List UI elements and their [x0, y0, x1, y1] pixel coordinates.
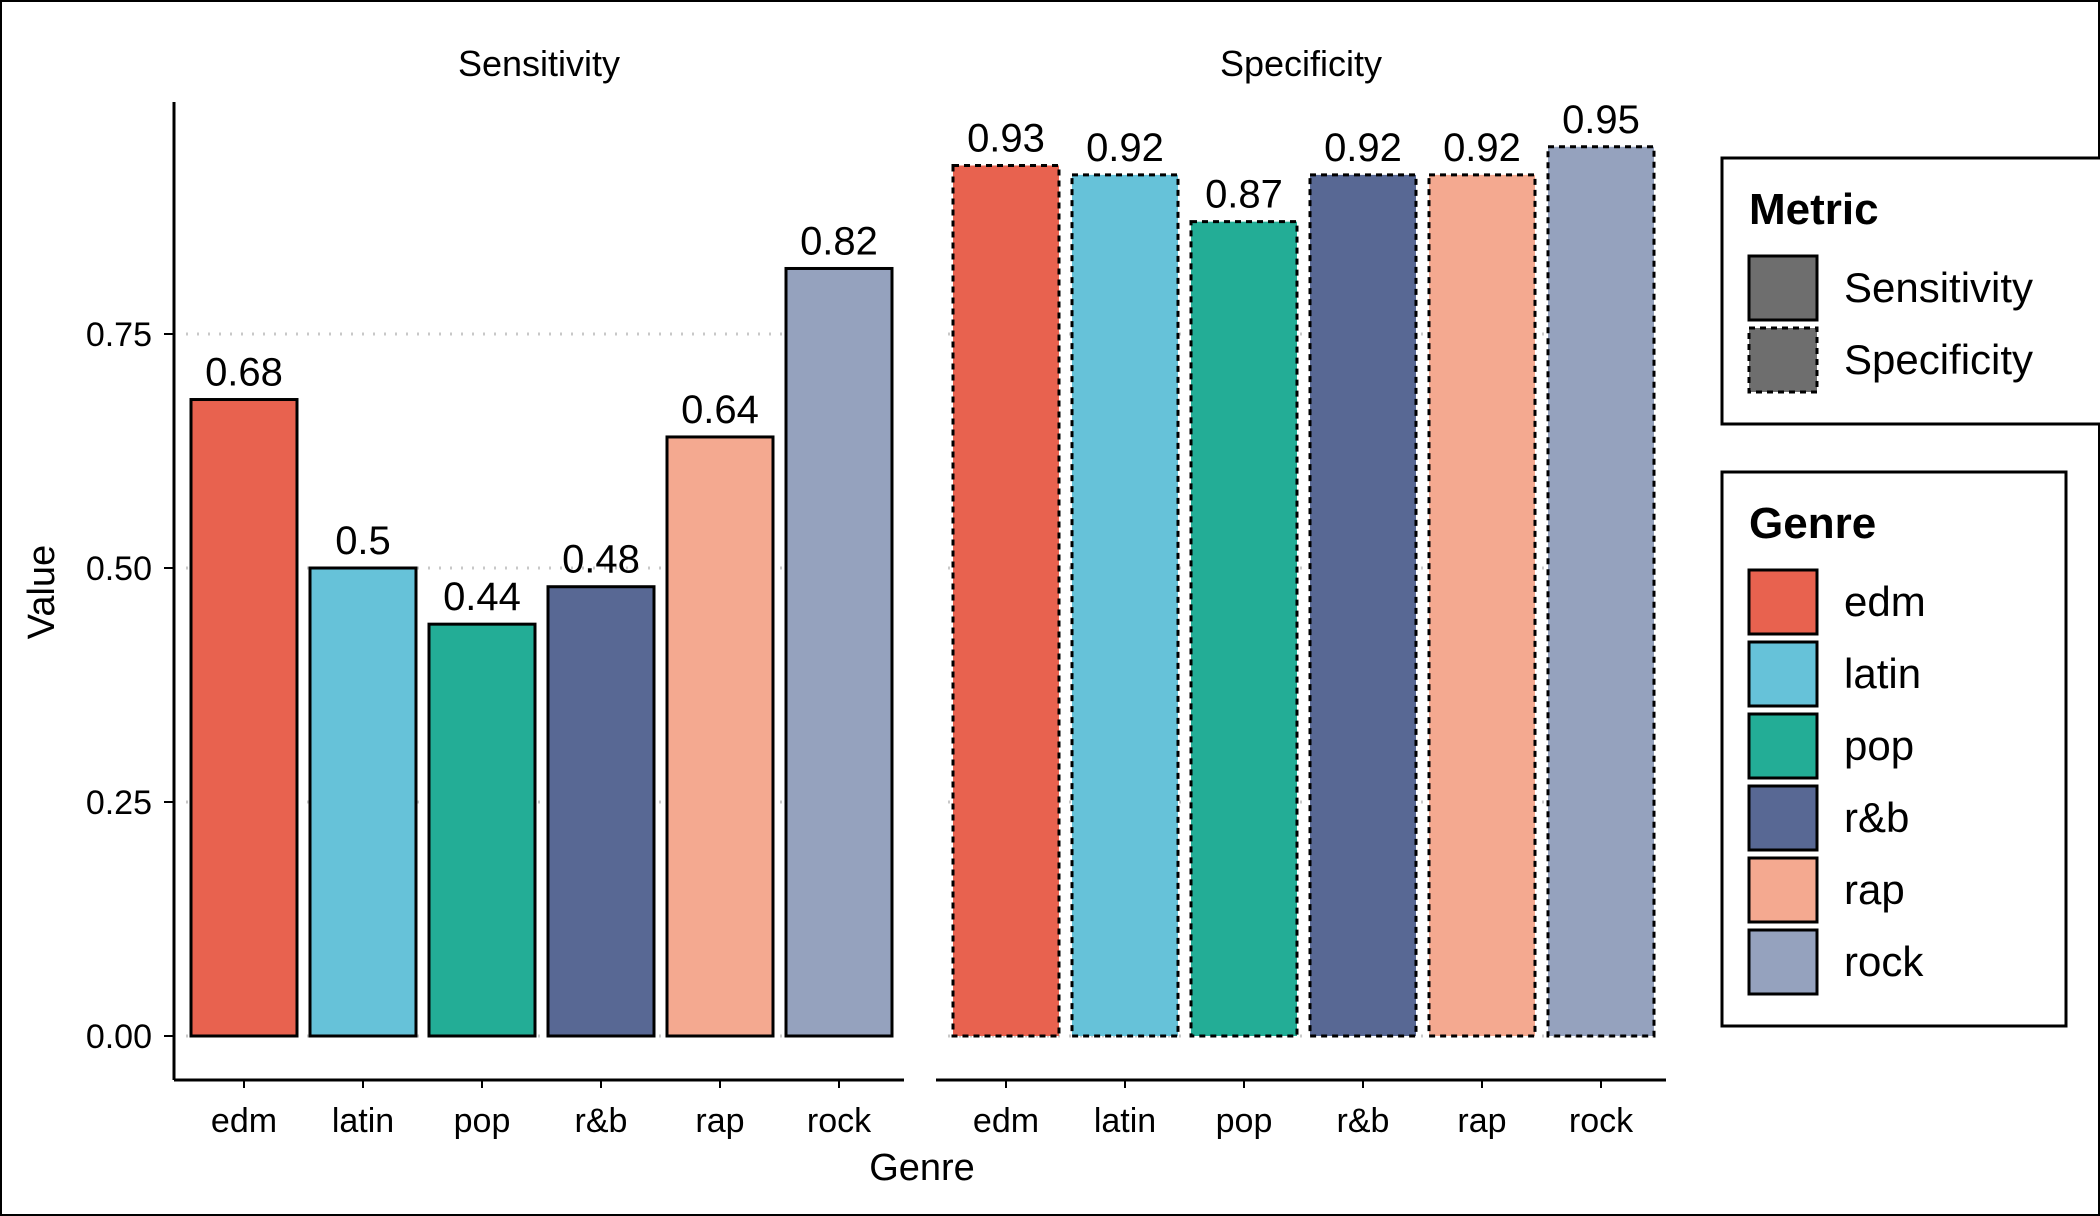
legend-title: Genre — [1749, 499, 1876, 548]
bar — [308, 566, 418, 1038]
data-label: 0.87 — [1205, 173, 1283, 217]
data-label: 0.64 — [681, 388, 759, 432]
facet-title: Specificity — [1220, 43, 1382, 84]
facet-panel-sensitivity: Sensitivity 0.68 edm 0.5 latin 0.44 pop 0.48 r&b… — [174, 43, 904, 1140]
bar — [1427, 173, 1537, 1038]
legend-metric: Metric Sensitivity Specificity — [1720, 156, 2100, 426]
bar — [1189, 220, 1299, 1038]
x-tick-label: pop — [1216, 1102, 1273, 1140]
legend-genre: Genre edm latin pop r&b rap rock — [1720, 470, 2068, 1028]
y-axis-title: Value — [21, 545, 63, 639]
x-tick-label: rap — [1457, 1102, 1506, 1140]
legend-key — [1747, 928, 1819, 996]
x-tick-label: r&b — [1337, 1102, 1390, 1140]
x-tick-label: latin — [1094, 1102, 1156, 1140]
legend-label: Specificity — [1844, 336, 2033, 383]
y-tick-label: 0.50 — [86, 550, 152, 588]
facet-title: Sensitivity — [458, 43, 620, 84]
data-label: 0.48 — [562, 538, 640, 582]
legend-key — [1747, 784, 1819, 852]
facet-panel-specificity: Specificity 0.93 edm 0.92 latin 0.87 pop 0.92 r&… — [936, 43, 1666, 1140]
data-label: 0.92 — [1086, 126, 1164, 170]
bar — [1546, 145, 1656, 1038]
x-tick-label: latin — [332, 1102, 394, 1140]
x-tick-label: pop — [454, 1102, 511, 1140]
y-tick-label: 0.00 — [86, 1018, 152, 1056]
x-tick-label: edm — [211, 1102, 277, 1140]
y-axis: 0.00 0.25 0.50 0.75 — [86, 102, 176, 1080]
data-label: 0.92 — [1324, 126, 1402, 170]
x-tick-label: edm — [973, 1102, 1039, 1140]
y-tick-label: 0.75 — [86, 316, 152, 354]
bar — [784, 266, 894, 1038]
legend-key — [1747, 326, 1819, 394]
bar — [189, 398, 299, 1038]
legend-key — [1747, 568, 1819, 636]
facet-panels: Sensitivity 0.68 edm 0.5 latin 0.44 pop 0.48 r&b… — [86, 43, 1666, 1140]
bar — [951, 164, 1061, 1038]
data-label: 0.95 — [1562, 98, 1640, 142]
data-label: 0.5 — [335, 519, 391, 563]
x-tick-label: r&b — [575, 1102, 628, 1140]
legend-key — [1747, 640, 1819, 708]
data-label: 0.93 — [967, 117, 1045, 161]
x-axis-title: Genre — [869, 1147, 975, 1189]
legend-key — [1747, 712, 1819, 780]
x-tick-label: rock — [807, 1102, 872, 1140]
y-tick-label: 0.25 — [86, 784, 152, 822]
x-tick-label: rap — [695, 1102, 744, 1140]
bar — [427, 622, 537, 1038]
legends: Metric Sensitivity Specificity Genre edm lati… — [1720, 156, 2100, 1028]
data-label: 0.68 — [205, 351, 283, 395]
x-tick-label: rock — [1569, 1102, 1634, 1140]
bar — [665, 435, 775, 1038]
legend-label: Sensitivity — [1844, 264, 2033, 311]
legend-label: pop — [1844, 722, 1914, 769]
legend-label: latin — [1844, 650, 1921, 697]
data-label: 0.92 — [1443, 126, 1521, 170]
legend-label: edm — [1844, 578, 1926, 625]
bar — [546, 585, 656, 1038]
legend-label: r&b — [1844, 794, 1909, 841]
legend-key — [1747, 856, 1819, 924]
bar — [1070, 173, 1180, 1038]
legend-label: rap — [1844, 866, 1905, 913]
legend-title: Metric — [1749, 185, 1879, 234]
legend-key — [1747, 254, 1819, 322]
legend-label: rock — [1844, 938, 1924, 985]
data-label: 0.44 — [443, 575, 521, 619]
bar — [1308, 173, 1418, 1038]
data-label: 0.82 — [800, 219, 878, 263]
